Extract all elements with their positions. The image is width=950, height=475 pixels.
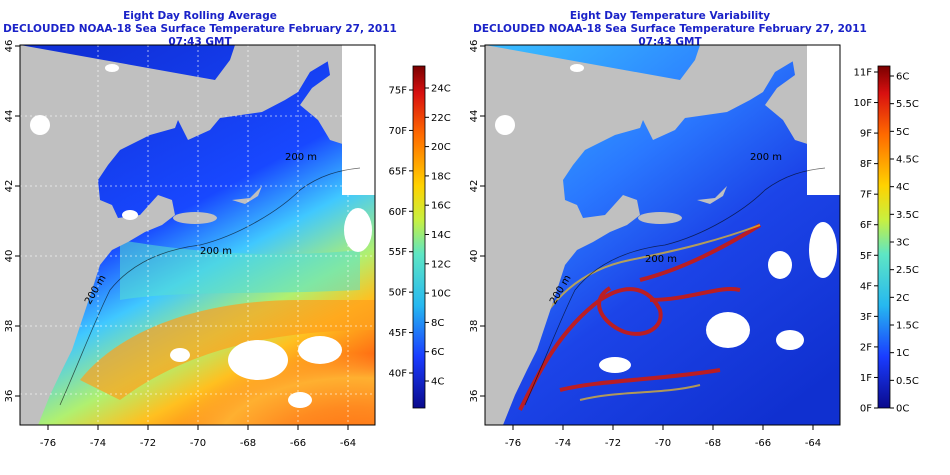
left-x-tick-label: -72 xyxy=(140,438,156,449)
left-colorbar-label-c: 10C xyxy=(431,289,451,300)
right-colorbar-label-c: 4.5C xyxy=(896,155,919,166)
right-colorbar-label-c: 3C xyxy=(896,238,909,249)
left-colorbar-label-c: 8C xyxy=(431,318,444,329)
left-colorbar-label-f: 75F xyxy=(389,86,408,97)
right-x-tick-label: -66 xyxy=(755,438,771,449)
right-x-tick-label: -64 xyxy=(805,438,821,449)
right-colorbar-label-c: 5.5C xyxy=(896,99,919,110)
right-colorbar-label-f: 10F xyxy=(854,98,873,109)
left-y-tick-label: 44 xyxy=(4,110,15,123)
left-colorbar-label-c: 4C xyxy=(431,377,444,388)
right-title-line1: Eight Day Temperature Variability xyxy=(569,10,771,22)
left-colorbar-label-f: 45F xyxy=(389,328,408,339)
left-y-tick-label: 46 xyxy=(4,40,15,53)
right-colorbar xyxy=(877,65,891,409)
right-colorbar-label-c: 5C xyxy=(896,127,909,138)
right-colorbar-label-f: 6F xyxy=(860,220,872,231)
right-map xyxy=(485,45,840,425)
right-y-tick-label: 46 xyxy=(469,40,480,53)
right-colorbar-label-f: 4F xyxy=(860,281,872,292)
left-colorbar-label-f: 65F xyxy=(389,166,408,177)
left-colorbar-label-c: 20C xyxy=(431,142,451,153)
left-contour-label-2: 200 m xyxy=(285,152,317,163)
left-colorbar-label-c: 22C xyxy=(431,113,451,124)
right-y-tick-label: 44 xyxy=(469,110,480,123)
right-colorbar-label-c: 0C xyxy=(896,404,909,415)
right-colorbar-label-f: 1F xyxy=(860,373,872,384)
left-x-tick-label: -70 xyxy=(190,438,206,449)
left-y-tick-label: 40 xyxy=(4,250,15,263)
right-colorbar-label-f: 7F xyxy=(860,190,872,201)
right-colorbar-label-c: 0.5C xyxy=(896,376,919,387)
left-contour-label-1: 200 m xyxy=(200,246,232,257)
left-x-tick-label: -64 xyxy=(340,438,356,449)
left-colorbar-label-f: 60F xyxy=(389,207,408,218)
right-x-tick-label: -72 xyxy=(605,438,621,449)
right-variability-fronts xyxy=(518,223,762,411)
right-colorbar-label-c: 2.5C xyxy=(896,265,919,276)
right-colorbar-label-f: 2F xyxy=(860,342,872,353)
left-slope-water xyxy=(120,240,360,300)
left-colorbar-label-c: 16C xyxy=(431,201,451,212)
left-colorbar-label-c: 6C xyxy=(431,347,444,358)
right-x-tick-label: -76 xyxy=(505,438,521,449)
right-land-longisland xyxy=(638,212,682,224)
left-land-capecod xyxy=(232,186,262,204)
left-contour-200m xyxy=(59,167,361,406)
left-colorbar-label-f: 50F xyxy=(389,288,408,299)
right-colorbar-label-f: 5F xyxy=(860,251,872,262)
axes: -76 -74 -72 -70 -68 -66 -64 46 44 42 40 38 36 -76 -74 -… xyxy=(4,40,821,449)
left-colorbar xyxy=(412,65,426,409)
right-contour-label-1: 200 m xyxy=(645,254,677,265)
right-land-capecod xyxy=(697,186,727,204)
right-y-tick-label: 36 xyxy=(469,390,480,403)
right-colorbar-label-c: 2C xyxy=(896,293,909,304)
left-colorbar-label-c: 18C xyxy=(431,171,451,182)
right-contour-200m xyxy=(524,167,826,406)
left-cloud-gaps xyxy=(30,45,375,408)
right-colorbar-label-f: 11F xyxy=(854,68,873,79)
right-x-tick-label: -70 xyxy=(655,438,671,449)
left-land-longisland xyxy=(173,212,217,224)
left-y-tick-label: 42 xyxy=(4,180,15,193)
right-x-tick-label: -68 xyxy=(705,438,721,449)
right-colorbar-label-f: 8F xyxy=(860,159,872,170)
right-colorbar-label-f: 0F xyxy=(860,404,872,415)
left-colorbar-label-c: 24C xyxy=(431,84,451,95)
right-y-tick-label: 42 xyxy=(469,180,480,193)
left-map xyxy=(20,45,375,425)
left-x-tick-label: -76 xyxy=(40,438,56,449)
left-title-line1: Eight Day Rolling Average xyxy=(123,10,277,22)
left-grid xyxy=(20,45,375,425)
right-colorbar-label-c: 6C xyxy=(896,72,909,83)
left-x-tick-label: -68 xyxy=(240,438,256,449)
right-colorbar-label-f: 9F xyxy=(860,129,872,140)
right-colorbar-label-c: 1.5C xyxy=(896,321,919,332)
left-colorbar-label-c: 14C xyxy=(431,230,451,241)
right-y-tick-label: 40 xyxy=(469,250,480,263)
left-land-main xyxy=(20,45,345,425)
right-colorbar-label-c: 1C xyxy=(896,348,909,359)
left-x-tick-label: -66 xyxy=(290,438,306,449)
right-y-tick-label: 38 xyxy=(469,320,480,333)
right-x-tick-label: -74 xyxy=(555,438,571,449)
left-y-tick-label: 38 xyxy=(4,320,15,333)
left-colorbar-label-f: 55F xyxy=(389,247,408,258)
right-contour-label-2: 200 m xyxy=(750,152,782,163)
left-colorbar-label-f: 40F xyxy=(389,369,408,380)
left-gulfstream-band xyxy=(80,300,375,400)
left-x-tick-label: -74 xyxy=(90,438,106,449)
left-colorbar-label-f: 70F xyxy=(389,126,408,137)
right-land-main xyxy=(485,45,810,425)
right-colorbar-label-c: 4C xyxy=(896,182,909,193)
left-y-tick-label: 36 xyxy=(4,390,15,403)
colorbar-labels: 75F 70F 65F 60F 55F 50F 45F 40F 24C 22C 20C 18C 16C 1… xyxy=(389,68,919,415)
right-colorbar-label-c: 3.5C xyxy=(896,210,919,221)
left-colorbar-label-c: 12C xyxy=(431,259,451,270)
right-colorbar-label-f: 3F xyxy=(860,312,872,323)
